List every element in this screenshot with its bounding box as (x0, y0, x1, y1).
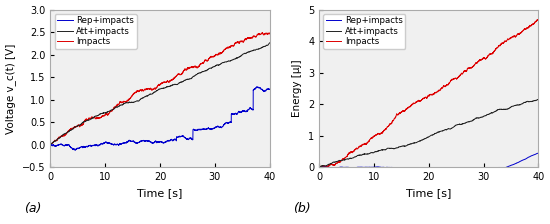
Impacts (266, 32, 273, 34)
Impacts (259, 31, 266, 34)
Line: Att+impacts: Att+impacts (319, 99, 538, 168)
Rep+impacts (206, 127, 213, 130)
Att+impacts (266, 41, 273, 44)
Att+impacts (535, 98, 541, 101)
Impacts (151, 87, 158, 89)
X-axis label: Time [s]: Time [s] (406, 188, 452, 198)
Att+impacts (420, 138, 427, 141)
Impacts (249, 37, 255, 39)
Att+impacts (475, 117, 482, 119)
Impacts (47, 144, 54, 146)
Impacts (316, 166, 322, 169)
Rep+impacts (254, 86, 260, 88)
Att+impacts (47, 144, 54, 146)
Legend: Rep+impacts, Att+impacts, Impacts: Rep+impacts, Att+impacts, Impacts (323, 14, 405, 49)
Rep+impacts (475, 167, 482, 170)
Rep+impacts (266, 88, 273, 91)
Text: (b): (b) (293, 202, 310, 215)
Impacts (529, 23, 535, 26)
Impacts (475, 60, 482, 63)
Rep+impacts (139, 140, 146, 142)
X-axis label: Time [s]: Time [s] (138, 188, 183, 198)
Line: Impacts: Impacts (319, 20, 538, 168)
Att+impacts (249, 50, 255, 52)
Att+impacts (139, 97, 146, 99)
Rep+impacts (249, 108, 255, 111)
Att+impacts (151, 91, 158, 94)
Impacts (322, 166, 329, 169)
Impacts (534, 18, 541, 21)
Impacts (260, 32, 266, 35)
Att+impacts (206, 67, 213, 70)
Impacts (535, 19, 542, 21)
Rep+impacts (408, 167, 415, 170)
Rep+impacts (420, 167, 427, 170)
Line: Att+impacts: Att+impacts (51, 43, 270, 145)
Att+impacts (408, 142, 415, 145)
Att+impacts (535, 98, 542, 101)
Y-axis label: Energy [μJ]: Energy [μJ] (293, 60, 303, 117)
Rep+impacts (529, 154, 535, 157)
Line: Rep+impacts: Rep+impacts (51, 87, 270, 150)
Impacts (141, 88, 147, 91)
Att+impacts (260, 46, 266, 48)
Impacts (420, 97, 427, 99)
Rep+impacts (518, 160, 524, 162)
Line: Impacts: Impacts (51, 33, 270, 145)
Y-axis label: Voltage v_c(t) [V]: Voltage v_c(t) [V] (6, 43, 16, 134)
Rep+impacts (151, 141, 158, 144)
Rep+impacts (316, 166, 322, 169)
Rep+impacts (423, 168, 430, 170)
Att+impacts (410, 142, 416, 145)
Rep+impacts (535, 152, 542, 154)
Impacts (410, 102, 416, 105)
Impacts (408, 104, 415, 107)
Att+impacts (529, 100, 535, 103)
Legend: Rep+impacts, Att+impacts, Impacts: Rep+impacts, Att+impacts, Impacts (54, 14, 136, 49)
Rep+impacts (72, 149, 79, 152)
Line: Rep+impacts: Rep+impacts (319, 153, 538, 169)
Att+impacts (316, 166, 323, 169)
Att+impacts (141, 96, 147, 98)
Impacts (518, 32, 524, 34)
Att+impacts (518, 103, 524, 106)
Text: (a): (a) (24, 202, 41, 215)
Impacts (47, 144, 54, 146)
Rep+impacts (410, 167, 416, 170)
Impacts (139, 89, 146, 91)
Rep+impacts (47, 144, 54, 146)
Att+impacts (316, 166, 322, 169)
Impacts (206, 57, 213, 59)
Rep+impacts (260, 89, 266, 92)
Rep+impacts (141, 139, 147, 142)
